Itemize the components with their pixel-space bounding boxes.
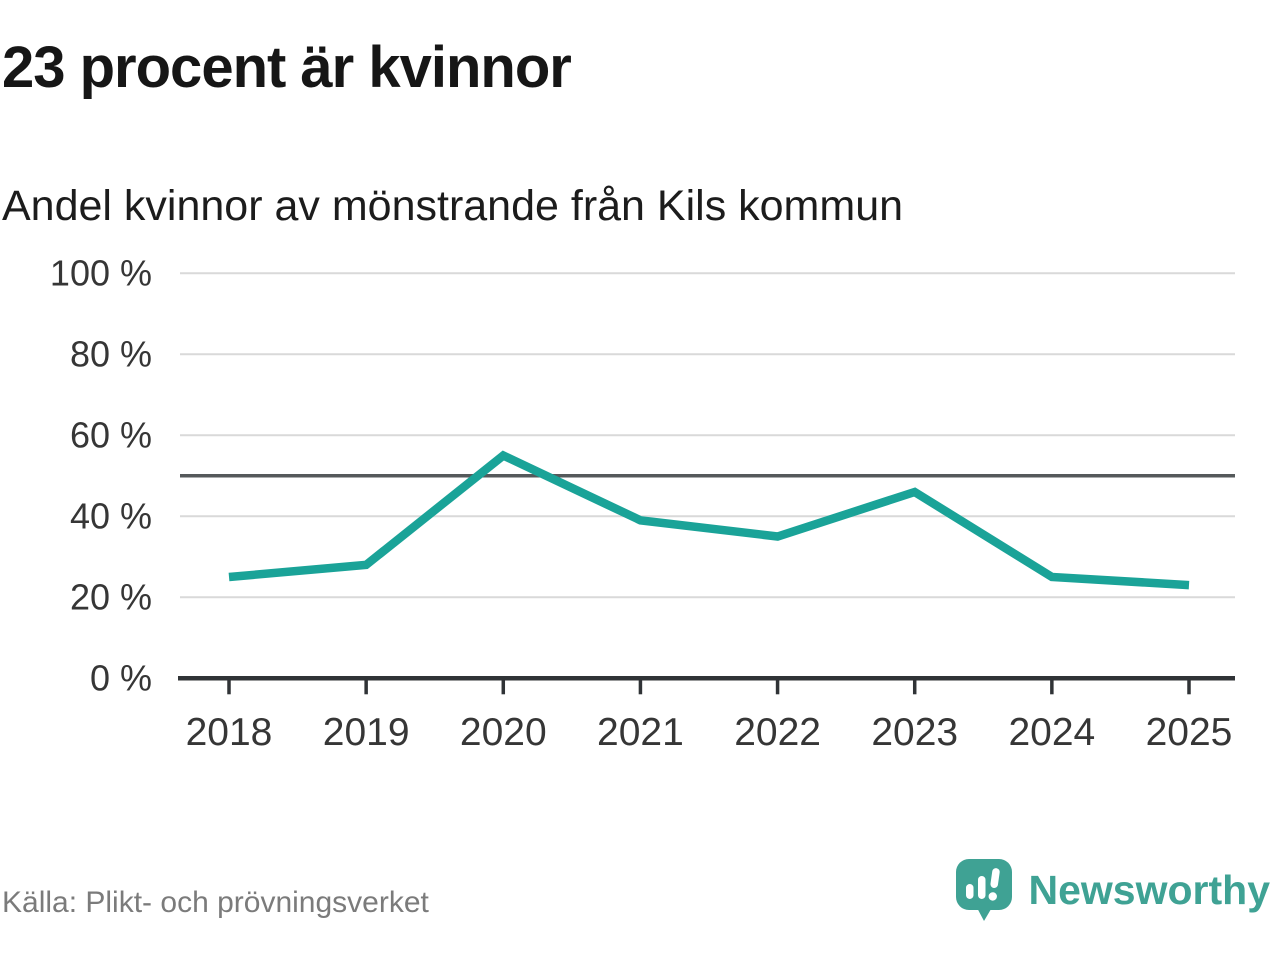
- y-tick-label-60: 60 %: [70, 414, 152, 455]
- y-tick-label-20: 20 %: [70, 576, 152, 617]
- brand-lockup: Newsworthy: [955, 858, 1271, 922]
- x-tick-label-2022: 2022: [734, 711, 821, 754]
- y-tick-label-100: 100 %: [50, 252, 152, 293]
- x-tick-label-2021: 2021: [597, 711, 684, 754]
- y-tick-label-40: 40 %: [70, 495, 152, 536]
- x-tick-label-2019: 2019: [323, 711, 410, 754]
- brand-name: Newsworthy: [1028, 866, 1271, 913]
- chart-title: 23 procent är kvinnor: [2, 35, 572, 100]
- x-tick-label-2020: 2020: [460, 711, 547, 754]
- x-tick-label-2024: 2024: [1008, 711, 1095, 754]
- x-tick-label-2018: 2018: [186, 711, 273, 754]
- y-tick-label-0: 0 %: [90, 657, 152, 698]
- chart-subtitle: Andel kvinnor av mönstrande från Kils ko…: [2, 182, 904, 230]
- source-note: Källa: Plikt- och prövningsverket: [2, 886, 429, 919]
- x-tick-label-2025: 2025: [1146, 711, 1233, 754]
- y-tick-label-80: 80 %: [70, 333, 152, 374]
- newsworthy-logo-icon: [955, 859, 1012, 921]
- data-line: [228, 450, 1190, 590]
- x-tick-label-2023: 2023: [871, 711, 958, 754]
